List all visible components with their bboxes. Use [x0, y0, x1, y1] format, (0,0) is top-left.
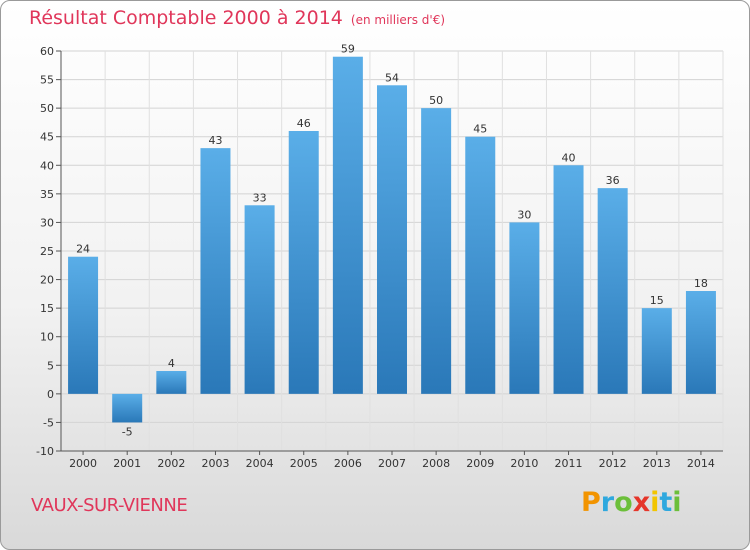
y-tick-label: 40 — [40, 159, 54, 172]
bar-2011 — [553, 165, 584, 394]
value-label-2002: 4 — [168, 357, 175, 370]
proxiti-logo[interactable]: Proxiti — [581, 487, 682, 518]
x-tick-label: 2013 — [643, 457, 671, 470]
value-label-2012: 36 — [606, 174, 620, 187]
value-label-2001: -5 — [122, 425, 133, 438]
y-tick-label: 45 — [40, 131, 54, 144]
bar-2010 — [509, 222, 540, 394]
value-label-2014: 18 — [694, 277, 708, 290]
bar-2001 — [112, 393, 143, 423]
x-tick-label: 2010 — [510, 457, 538, 470]
value-labels: 24 -5 4 43 33 46 59 54 50 45 30 40 36 15 18 — [76, 43, 708, 439]
logo-letter: o — [614, 487, 633, 518]
bar-2002 — [156, 371, 187, 394]
x-tick-label: 2005 — [290, 457, 318, 470]
x-tick-label: 2008 — [422, 457, 450, 470]
bar-2000 — [68, 256, 99, 394]
x-tick-label: 2011 — [555, 457, 583, 470]
bar-2004 — [244, 205, 275, 394]
logo-letter: t — [659, 487, 673, 518]
bar-2014 — [685, 291, 716, 394]
x-tick-label: 2014 — [687, 457, 715, 470]
y-tick-label: 20 — [40, 274, 54, 287]
y-tick-label: 25 — [40, 245, 54, 258]
y-tick-label: 0 — [47, 388, 54, 401]
y-tick-label: 60 — [40, 45, 54, 58]
value-label-2013: 15 — [650, 294, 664, 307]
commune-name: VAUX-SUR-VIENNE — [31, 495, 188, 516]
x-tick-label: 2001 — [113, 457, 141, 470]
logo-letter: i — [650, 487, 660, 518]
bar-2007 — [377, 85, 407, 394]
y-tick-label: 30 — [40, 216, 54, 229]
logo-letter: r — [600, 487, 615, 518]
x-tick-label: 2012 — [599, 457, 627, 470]
x-tick-label: 2007 — [378, 457, 406, 470]
x-tick-label: 2000 — [69, 457, 97, 470]
bar-2008 — [421, 108, 452, 394]
logo-letter: i — [672, 487, 682, 518]
x-tick-label: 2002 — [157, 457, 185, 470]
value-label-2010: 30 — [517, 208, 531, 221]
y-tick-label: -5 — [43, 416, 54, 429]
value-label-2007: 54 — [385, 71, 399, 84]
chart-title-text: Résultat Comptable 2000 à 2014 — [29, 7, 343, 29]
y-tick-label: 55 — [40, 74, 54, 87]
chart-title: Résultat Comptable 2000 à 2014 (en millie… — [29, 7, 445, 29]
y-tick-label: -10 — [36, 445, 54, 458]
bar-2006 — [332, 56, 363, 394]
value-label-2004: 33 — [253, 191, 267, 204]
value-label-2003: 43 — [208, 134, 222, 147]
bar-2013 — [641, 308, 672, 394]
value-label-2011: 40 — [562, 151, 576, 164]
bar-2012 — [597, 188, 628, 394]
x-tick-label: 2009 — [466, 457, 494, 470]
bars — [68, 56, 716, 423]
y-tick-label: 15 — [40, 302, 54, 315]
y-tick-label: 35 — [40, 188, 54, 201]
bar-2005 — [288, 131, 319, 394]
x-tick-label: 2003 — [201, 457, 229, 470]
value-label-2000: 24 — [76, 243, 90, 256]
logo-letter: x — [632, 487, 651, 518]
value-label-2009: 45 — [473, 123, 487, 136]
x-tick-label: 2006 — [334, 457, 362, 470]
y-tick-label: 50 — [40, 102, 54, 115]
y-tick-label: 5 — [47, 359, 54, 372]
bar-2003 — [200, 148, 231, 394]
value-label-2008: 50 — [429, 94, 443, 107]
chart-subtitle: (en milliers d'€) — [350, 13, 446, 27]
logo-letter: P — [581, 487, 601, 518]
y-tick-label: 10 — [40, 331, 54, 344]
bar-2009 — [465, 136, 496, 394]
value-label-2005: 46 — [297, 117, 311, 130]
x-tick-label: 2004 — [246, 457, 274, 470]
value-label-2006: 59 — [341, 43, 355, 56]
